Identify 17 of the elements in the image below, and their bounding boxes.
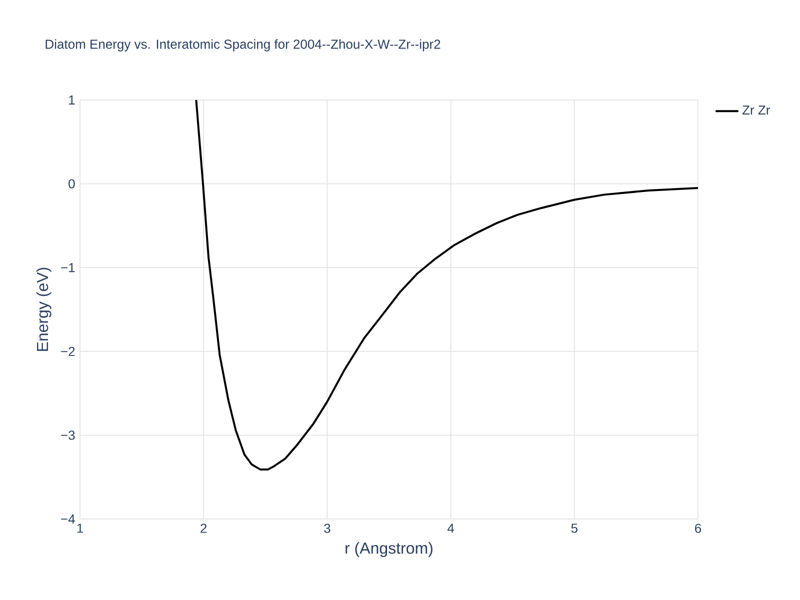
x-tick-label: 1 <box>77 524 83 533</box>
x-tick-label: 6 <box>695 524 702 533</box>
y-tick-label: 1 <box>69 96 75 104</box>
y-tick-label: −4 <box>61 514 75 524</box>
y-tick-label: 0 <box>68 179 75 188</box>
y-tick-label: −2 <box>61 346 75 356</box>
x-tick-label: 2 <box>200 524 207 533</box>
x-axis-title: r (Angstrom) <box>346 542 432 557</box>
x-tick-label: 5 <box>571 524 578 533</box>
legend-label: Zr Zr <box>742 106 770 115</box>
y-tick-label: −1 <box>61 263 75 272</box>
x-tick-label: 4 <box>447 524 454 533</box>
chart-title: Diatom Energy vs. Interatomic Spacing for 2004--Zhou-X-W--Zr--ipr2 <box>46 39 440 52</box>
x-tick-label: 3 <box>324 524 330 533</box>
y-axis-title: Energy (eV) <box>36 268 52 351</box>
line-series <box>195 100 698 471</box>
y-tick-label: −3 <box>61 430 75 440</box>
